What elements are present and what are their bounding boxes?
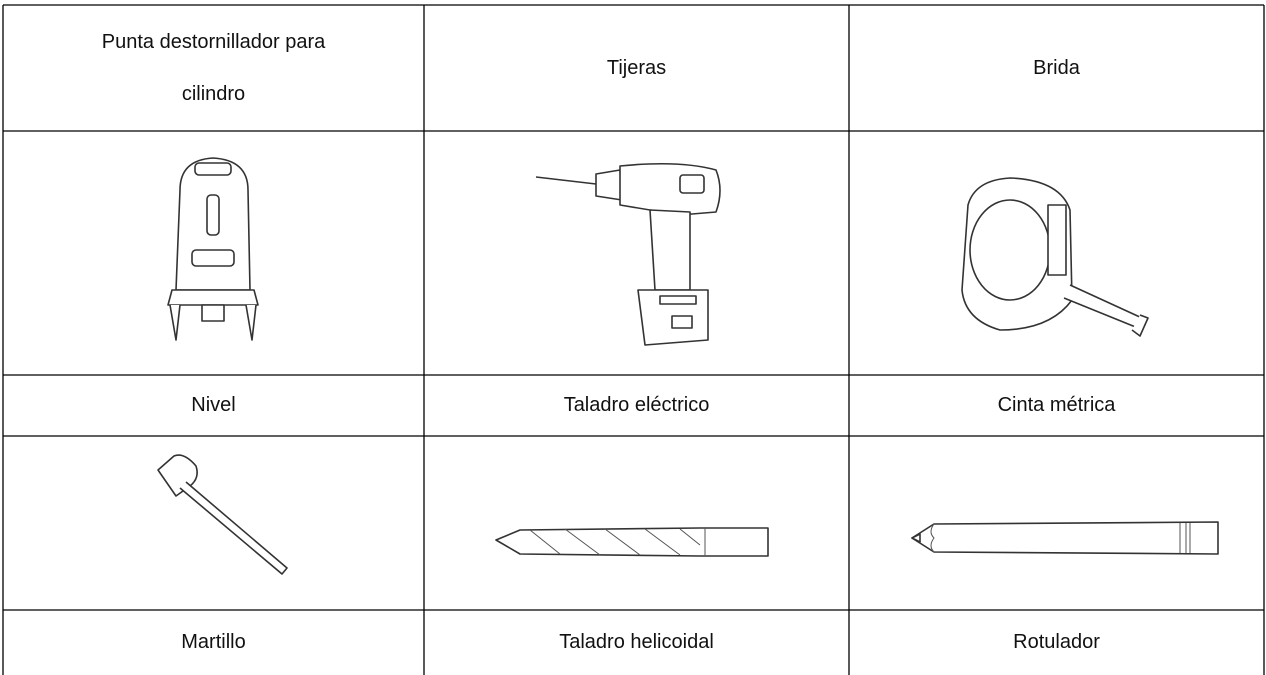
- cell-text: Martillo: [181, 631, 246, 653]
- tape-measure-drawing: [961, 177, 1149, 337]
- cell-text: Tijeras: [606, 56, 667, 79]
- cell-text: Nivel: [191, 394, 236, 416]
- table-cell: Taladro helicoidal: [424, 610, 849, 675]
- table-cell: Punta destornillador para cilindro: [3, 5, 424, 131]
- hammer-drawing: [157, 454, 288, 575]
- table-cell: Rotulador: [849, 610, 1264, 675]
- cell-text: Rotulador: [1013, 631, 1100, 653]
- table-cell: Nivel: [3, 375, 424, 436]
- marker-drawing: [911, 521, 1219, 555]
- cell-text: Punta destornillador para cilindro: [101, 31, 326, 105]
- cell-text: Taladro eléctrico: [563, 394, 710, 416]
- table-cell: Martillo: [3, 610, 424, 675]
- level-drawing: [167, 157, 259, 341]
- cell-text: Cinta métrica: [997, 394, 1116, 416]
- table-cell: Brida: [849, 5, 1264, 131]
- cell-text: Brida: [1033, 56, 1080, 79]
- twist-drill-drawing: [495, 527, 769, 557]
- table-cell: Tijeras: [424, 5, 849, 131]
- drill-drawing: [535, 162, 721, 346]
- cell-text: Taladro helicoidal: [559, 631, 714, 653]
- table-cell: Cinta métrica: [849, 375, 1264, 436]
- table-cell: Taladro eléctrico: [424, 375, 849, 436]
